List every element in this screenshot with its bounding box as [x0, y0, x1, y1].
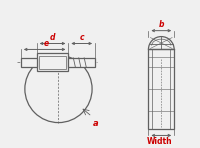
Text: c: c	[79, 33, 84, 42]
Text: Width: Width	[147, 137, 172, 146]
Text: a: a	[93, 119, 99, 128]
Text: d: d	[50, 33, 55, 42]
Text: b: b	[159, 20, 164, 29]
Bar	[21, 58, 37, 67]
Text: e: e	[44, 39, 49, 48]
Bar	[37, 53, 68, 71]
Bar	[148, 49, 174, 128]
Bar	[39, 56, 66, 69]
Bar	[68, 58, 95, 67]
